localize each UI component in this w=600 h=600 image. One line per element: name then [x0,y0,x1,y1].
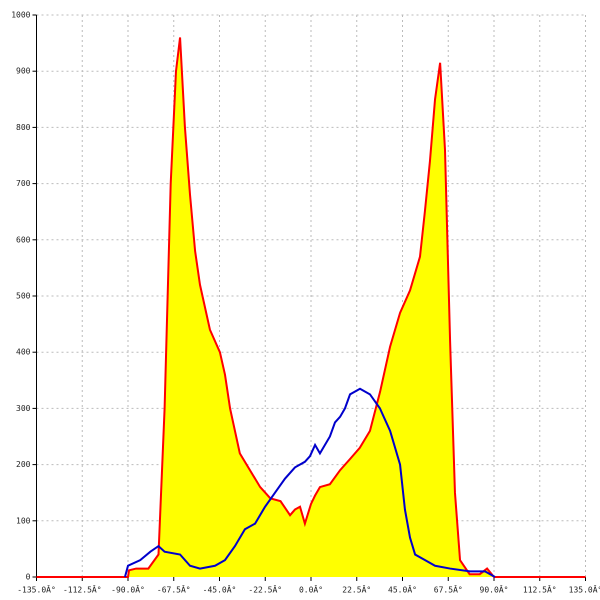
y-tick-label: 900 [16,67,31,76]
y-tick-label: 400 [16,348,31,357]
series-line [36,37,586,578]
x-tick-label: -135.0Â° [17,584,56,595]
y-tick-label: 100 [16,516,31,525]
x-tick-label: -67.5Â° [157,584,191,595]
x-tick-label: 22.5Â° [342,584,371,595]
y-tick-label: 1000 [11,11,30,20]
y-tick-label: 0 [26,573,31,582]
x-tick-label: -112.5Â° [63,584,102,595]
x-tick-label: 135.0Â° [569,584,600,595]
y-tick-label: 500 [16,292,31,301]
y-tick-label: 800 [16,123,31,132]
x-tick-label: 0.0Â° [299,584,323,595]
x-tick-label: -90.0Â° [111,584,145,595]
series-line [123,387,496,578]
y-tick-label: 700 [16,179,31,188]
x-tick-label: 90.0Â° [480,584,509,595]
x-tick-label: -45.0Â° [203,584,237,595]
x-tick-label: 112.5Â° [523,584,557,595]
y-tick-label: 600 [16,235,31,244]
area-fill [36,37,586,578]
y-tick-label: 200 [16,460,31,469]
x-tick-label: -22.5Â° [248,584,282,595]
y-tick-label: 300 [16,404,31,413]
x-tick-label: 67.5Â° [434,584,463,595]
x-tick-label: 45.0Â° [388,584,417,595]
